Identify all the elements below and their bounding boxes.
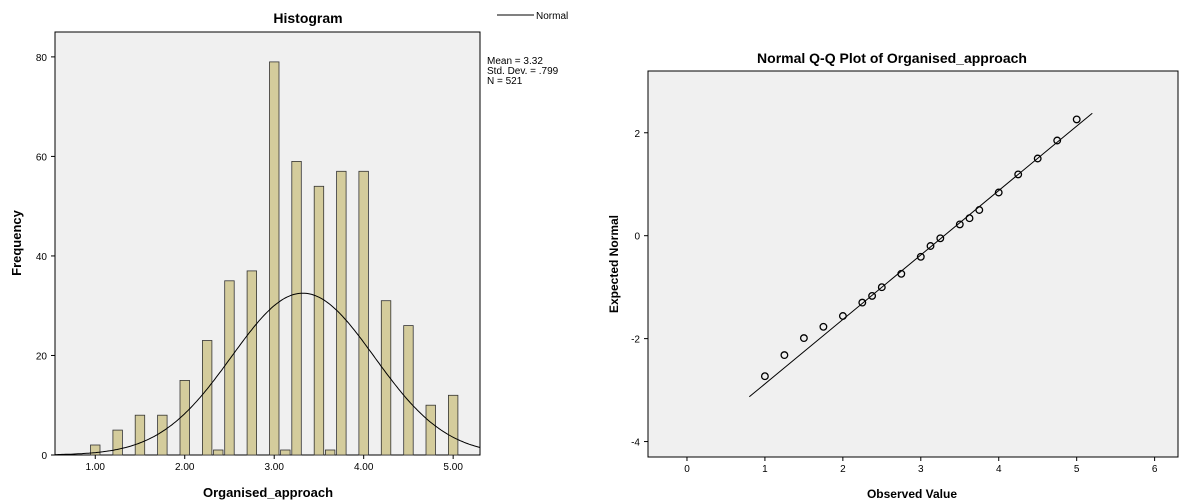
histogram-plot-area	[54, 31, 481, 456]
histogram-bar	[201, 340, 213, 456]
histogram-bar	[90, 444, 101, 456]
histogram-y-axis-label: Frequency	[9, 209, 24, 276]
legend-normal-label: Normal	[536, 11, 568, 22]
qq-point	[1014, 170, 1023, 179]
histogram-y-tick-label: 20	[36, 351, 48, 362]
histogram-bar	[179, 379, 190, 456]
qq-point	[877, 283, 886, 292]
histogram-x-tick-label: 5.00	[443, 462, 463, 473]
histogram-bar	[112, 429, 123, 456]
stat-n: N = 521	[487, 76, 523, 87]
histogram-legend: Normal	[497, 11, 568, 22]
qq-point	[965, 214, 974, 223]
histogram-bar	[213, 449, 224, 456]
qq-x-tick-label: 0	[684, 464, 690, 475]
qq-point	[975, 206, 984, 214]
histogram-bar	[313, 185, 325, 456]
qq-x-tick-label: 6	[1152, 464, 1158, 475]
qq-point	[1053, 136, 1062, 145]
qq-point	[760, 372, 769, 381]
stat-std-dev: Std. Dev. = .799	[487, 66, 559, 77]
qq-x-axis-label: Observed Value	[867, 487, 957, 501]
qq-points	[760, 115, 1081, 381]
qq-point	[780, 351, 789, 360]
histogram-y-tick-label: 80	[36, 53, 48, 64]
histogram-x-axis-label: Organised_approach	[203, 485, 333, 500]
histogram-chart: Histogram Normal 1.00 2.00 3.00 4.00 5.00 0 20…	[9, 10, 568, 500]
histogram-bar	[336, 170, 347, 456]
histogram-bar	[224, 280, 235, 456]
qq-x-tick-label: 4	[996, 464, 1002, 475]
qq-point	[1072, 115, 1081, 124]
qq-point	[858, 298, 867, 307]
qq-point	[916, 252, 925, 261]
histogram-bar	[157, 414, 168, 456]
histogram-y-tick-label: 60	[36, 152, 48, 163]
histogram-bar	[358, 170, 369, 456]
qq-title: Normal Q-Q Plot of Organised_approach	[757, 50, 1027, 66]
qq-plot-area	[647, 70, 1179, 458]
qq-axes: 0 1 2 3 4 5 6 -4 -2 0 2	[631, 129, 1158, 475]
histogram-title: Histogram	[273, 10, 342, 26]
histogram-y-tick-label: 40	[36, 252, 48, 263]
qq-y-axis-label: Expected Normal	[607, 215, 621, 313]
qq-x-tick-label: 1	[762, 464, 768, 475]
qq-point	[799, 334, 808, 343]
histogram-bar	[380, 300, 392, 456]
histogram-bar	[425, 404, 436, 456]
qq-y-tick-label: 2	[634, 129, 640, 140]
histogram-x-tick-label: 1.00	[86, 462, 106, 473]
qq-plot-chart: Normal Q-Q Plot of Organised_approach 0 1…	[607, 50, 1179, 501]
qq-x-tick-label: 3	[918, 464, 924, 475]
stat-mean: Mean = 3.32	[487, 56, 543, 67]
histogram-y-tick-label: 0	[41, 451, 47, 462]
histogram-bar	[291, 160, 302, 456]
qq-x-tick-label: 2	[840, 464, 846, 475]
qq-point	[868, 291, 877, 300]
normal-curve	[55, 292, 481, 456]
qq-point	[955, 220, 964, 229]
histogram-x-tick-label: 3.00	[264, 462, 284, 473]
histogram-bar	[246, 270, 258, 456]
histogram-bar	[269, 61, 280, 456]
histogram-axes: 1.00 2.00 3.00 4.00 5.00 0 20 40 60 80	[36, 53, 463, 473]
qq-x-tick-label: 5	[1074, 464, 1080, 475]
histogram-bar	[447, 394, 459, 456]
qq-point	[994, 188, 1003, 197]
qq-y-tick-label: -2	[631, 335, 640, 346]
histogram-bar	[324, 449, 336, 456]
qq-point	[926, 242, 935, 250]
qq-point	[838, 312, 847, 320]
histogram-stats: Mean = 3.32 Std. Dev. = .799 N = 521	[487, 56, 559, 87]
qq-point	[819, 322, 828, 331]
histogram-bar	[134, 414, 146, 456]
histogram-bar	[280, 449, 291, 456]
histogram-bars	[90, 61, 459, 456]
qq-y-tick-label: -4	[631, 438, 640, 449]
qq-point	[936, 234, 945, 243]
qq-y-tick-label: 0	[634, 232, 640, 243]
qq-point	[1033, 154, 1042, 163]
histogram-x-tick-label: 4.00	[354, 462, 374, 473]
qq-point	[897, 269, 906, 278]
histogram-bar	[403, 325, 414, 456]
histogram-x-tick-label: 2.00	[175, 462, 195, 473]
